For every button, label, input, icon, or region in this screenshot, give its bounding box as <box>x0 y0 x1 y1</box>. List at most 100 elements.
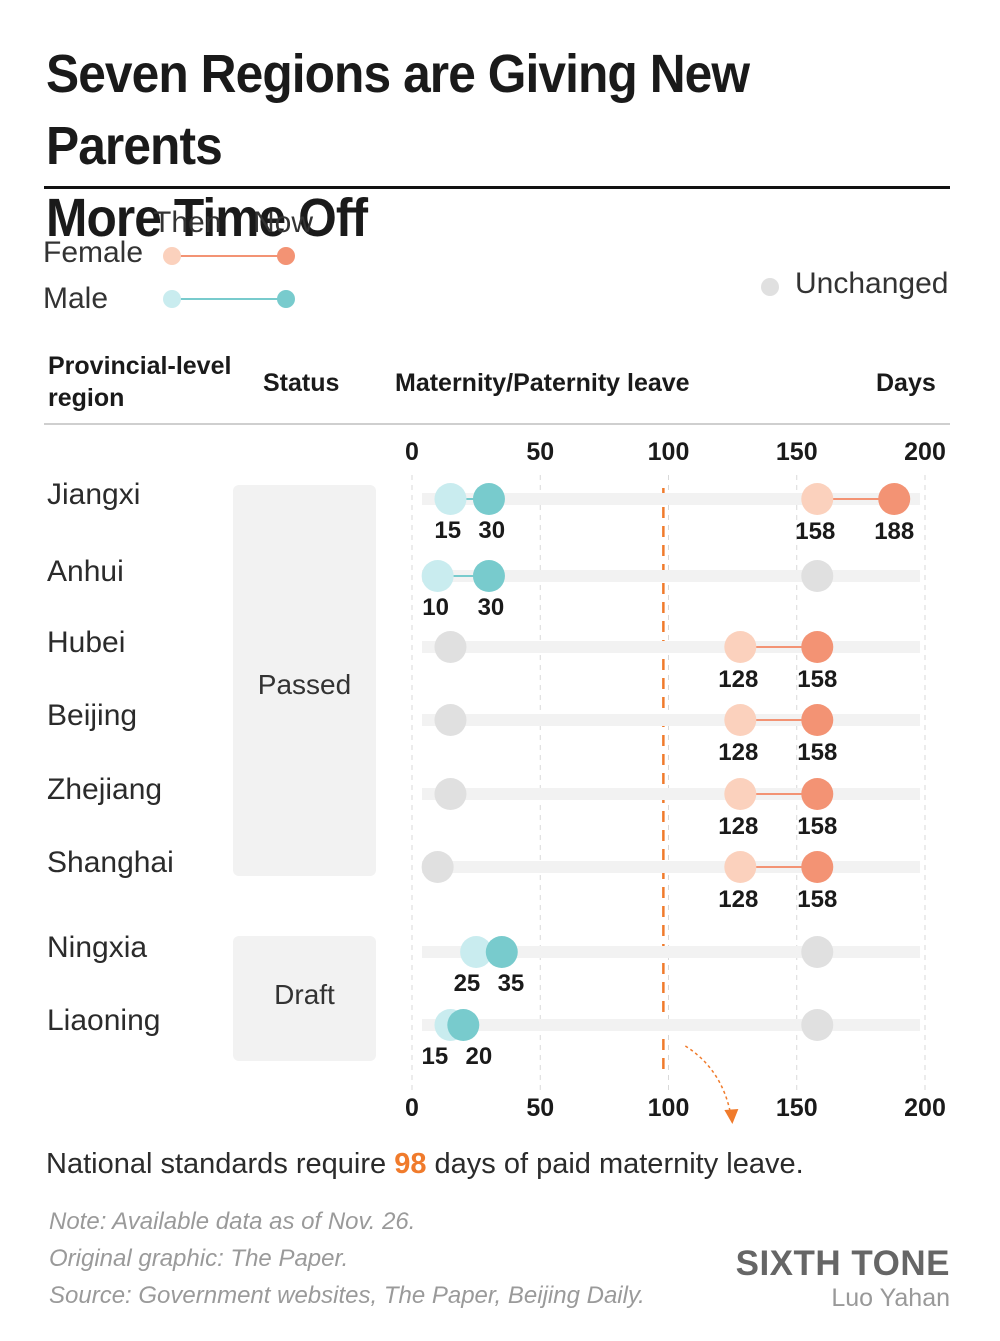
female-now-label: 158 <box>797 739 838 766</box>
male-unchanged-dot <box>421 851 454 883</box>
row-track <box>422 1019 920 1031</box>
row-track <box>422 788 920 800</box>
male-now-label: 35 <box>497 970 525 997</box>
female-now-dot <box>801 704 834 736</box>
note-source: Source: Government websites, The Paper, … <box>49 1282 645 1309</box>
region-label: Hubei <box>47 626 126 659</box>
row-track <box>422 714 920 726</box>
region-label: Ningxia <box>47 931 148 964</box>
female-now-dot <box>801 778 834 810</box>
female-now-label: 158 <box>797 813 838 840</box>
female-then-label: 128 <box>718 666 759 693</box>
status-label-passed: Passed <box>257 669 352 700</box>
male-now-label: 20 <box>465 1043 493 1070</box>
male-now-dot <box>485 936 518 968</box>
male-then-label: 15 <box>421 1043 449 1070</box>
header-status: Status <box>263 369 340 397</box>
female-then-dot <box>724 704 757 736</box>
x-tick-bottom: 0 <box>405 1094 419 1122</box>
male-now-label: 30 <box>477 594 505 621</box>
female-now-label: 158 <box>797 666 838 693</box>
header-region-line-1: Provincial-level <box>48 352 232 380</box>
region-label: Jiangxi <box>47 478 141 511</box>
x-tick-bottom: 100 <box>647 1094 690 1122</box>
legend-male-then-dot <box>163 290 181 308</box>
male-now-label: 30 <box>478 517 506 544</box>
title-line-1: Seven Regions are Giving New Parents <box>46 44 750 176</box>
female-unchanged-dot <box>801 560 834 592</box>
female-now-dot <box>878 483 911 515</box>
male-then-label: 15 <box>434 517 462 544</box>
female-then-label: 128 <box>718 886 759 913</box>
national-standard-text-before: National standards require <box>46 1148 395 1180</box>
region-label: Zhejiang <box>47 773 163 806</box>
x-tick-bottom: 150 <box>775 1094 818 1122</box>
female-then-dot <box>724 851 757 883</box>
female-then-dot <box>724 631 757 663</box>
row-track <box>422 493 920 505</box>
x-tick-bottom: 200 <box>904 1094 946 1122</box>
status-group-passed <box>233 485 376 876</box>
row-track <box>422 570 920 582</box>
header-region: Provincial-level region <box>48 350 231 414</box>
legend-male-now-dot <box>277 290 295 308</box>
x-tick-top: 150 <box>775 438 818 466</box>
x-tick-top: 200 <box>904 438 946 466</box>
row-track <box>422 861 920 873</box>
header-leave: Maternity/Paternity leave <box>395 369 690 397</box>
x-tick-top: 100 <box>647 438 690 466</box>
female-unchanged-dot <box>801 1009 834 1041</box>
male-unchanged-dot <box>434 704 467 736</box>
female-now-dot <box>801 851 834 883</box>
title-divider <box>44 186 950 189</box>
female-now-dot <box>801 631 834 663</box>
male-now-dot <box>472 483 505 515</box>
legend-male-label: Male <box>43 282 109 315</box>
row-track <box>422 641 920 653</box>
region-label: Shanghai <box>47 846 174 879</box>
male-then-label: 10 <box>422 594 449 621</box>
x-tick-top: 0 <box>405 438 419 466</box>
female-then-label: 128 <box>718 813 759 840</box>
male-then-label: 25 <box>453 970 481 997</box>
male-unchanged-dot <box>434 631 467 663</box>
national-standard-text-after: days of paid maternity leave. <box>426 1148 804 1180</box>
region-label: Anhui <box>47 555 124 588</box>
male-now-dot <box>472 560 505 592</box>
female-unchanged-dot <box>801 936 834 968</box>
header-days: Days <box>876 369 936 397</box>
header-region-line-2: region <box>48 384 125 412</box>
brand-logo: SIXTH TONE <box>735 1244 950 1283</box>
note-data-date: Note: Available data as of Nov. 26. <box>49 1208 416 1235</box>
legend-unchanged-dot <box>761 278 779 296</box>
row-track <box>422 946 920 958</box>
legend-now-label: Now <box>253 206 314 239</box>
female-then-dot <box>801 483 834 515</box>
national-standard-arrowhead <box>724 1109 739 1124</box>
chart-title: Seven Regions are Giving New Parents Mor… <box>46 38 892 254</box>
male-now-dot <box>447 1009 480 1041</box>
status-group-draft <box>233 936 376 1061</box>
legend-female-label: Female <box>43 236 144 269</box>
female-now-label: 188 <box>874 518 915 545</box>
header-divider <box>44 423 950 425</box>
x-tick-top: 50 <box>526 438 555 466</box>
region-label: Liaoning <box>47 1004 161 1037</box>
legend-unchanged-label: Unchanged <box>795 267 949 300</box>
national-standard-value: 98 <box>394 1148 427 1180</box>
female-then-dot <box>724 778 757 810</box>
male-then-dot <box>460 936 493 968</box>
author-credit: Luo Yahan <box>831 1284 950 1312</box>
female-then-label: 128 <box>718 739 759 766</box>
female-now-label: 158 <box>797 886 838 913</box>
male-then-dot <box>421 560 454 592</box>
female-then-label: 158 <box>795 518 836 545</box>
region-label: Beijing <box>47 699 138 732</box>
male-then-dot <box>434 483 467 515</box>
status-label-draft: Draft <box>274 979 335 1010</box>
legend-then-label: Then <box>153 206 222 239</box>
x-tick-bottom: 50 <box>526 1094 555 1122</box>
legend-female-now-dot <box>277 247 295 265</box>
note-original-graphic: Original graphic: The Paper. <box>49 1245 349 1272</box>
